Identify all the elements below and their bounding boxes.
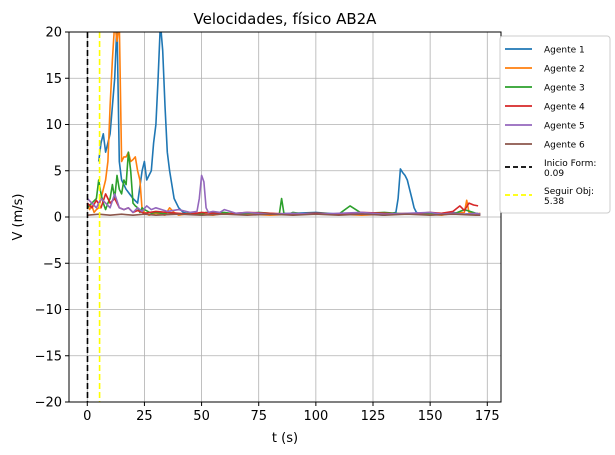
legend-box [499, 35, 611, 214]
x-tick-label: 50 [193, 409, 210, 424]
y-tick-label: 15 [45, 72, 62, 87]
legend-label: Agente 4 [544, 103, 585, 113]
series-line-agente-5 [86, 174, 481, 215]
legend-label: Agente 3 [544, 84, 585, 94]
y-tick-label: 5 [54, 164, 62, 179]
legend-label: Agente 5 [544, 122, 585, 132]
x-tick-label: 25 [136, 409, 153, 424]
legend-label: Seguir Obj: [544, 187, 594, 197]
vertical-lines [86, 32, 101, 402]
series-line-agente-3 [86, 151, 481, 215]
legend: Agente 1 Agente 2 Agente 3 Agente 4 Agente 5… [499, 35, 611, 214]
x-tick-label: 75 [250, 409, 267, 424]
axis-ticks: 0 25 50 75 100 125 150 175 −20 −15 −10 −5 0 5 10 15 20 [35, 26, 500, 425]
y-tick-label: −20 [35, 396, 62, 411]
legend-label: Inicio Form: [544, 159, 596, 169]
y-axis-label: V (m/s) [11, 194, 26, 241]
legend-label: Agente 2 [544, 65, 585, 75]
series-line-agente-1 [97, 32, 481, 216]
y-tick-label: −5 [43, 257, 62, 272]
legend-label-value: 0.09 [544, 169, 564, 179]
x-tick-label: 100 [303, 409, 328, 424]
series-line-agente-4 [86, 193, 479, 215]
legend-label: Agente 6 [544, 141, 585, 151]
x-tick-label: 125 [361, 409, 386, 424]
y-tick-label: −15 [35, 349, 62, 364]
x-tick-label: 175 [475, 409, 500, 424]
y-tick-label: −10 [35, 303, 62, 318]
x-tick-label: 150 [418, 409, 443, 424]
legend-label: Agente 1 [544, 46, 585, 56]
series-line-agente-6 [87, 213, 481, 216]
y-tick-label: 10 [45, 118, 62, 133]
chart-title: Velocidades, físico AB2A [194, 10, 378, 28]
x-tick-label: 0 [83, 409, 91, 424]
plot-series [86, 32, 481, 216]
y-tick-label: 20 [45, 26, 62, 41]
grid [69, 31, 501, 403]
legend-label-value: 5.38 [544, 197, 564, 207]
x-axis-label: t (s) [272, 431, 298, 446]
series-line-agente-2 [86, 32, 481, 216]
y-tick-label: 0 [54, 211, 62, 226]
